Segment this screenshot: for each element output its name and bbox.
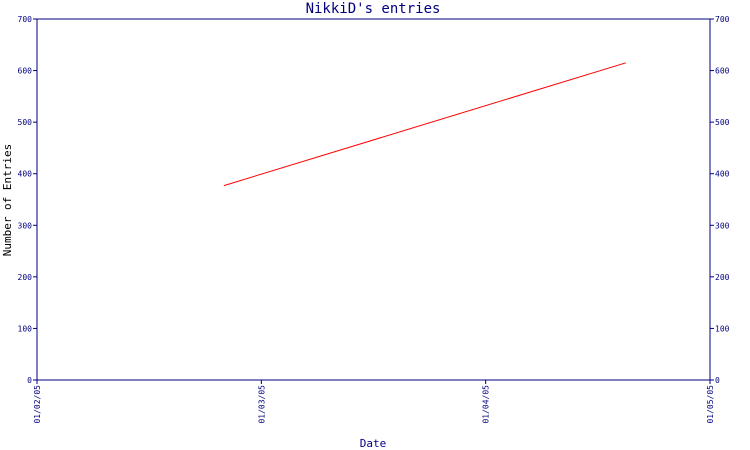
series-line (223, 62, 627, 187)
y-tick-label-right: 0 (715, 376, 720, 385)
series-layer (223, 62, 627, 187)
x-tick-label: 01/03/05 (257, 385, 266, 424)
y-tick-label: 300 (18, 221, 33, 230)
left-y-axis: 0 100 200 300 400 500 600 700 (18, 15, 37, 385)
y-tick-label: 0 (27, 376, 32, 385)
y-tick-label-right: 500 (715, 118, 730, 127)
y-tick-label-right: 200 (715, 273, 730, 282)
y-tick-label: 200 (18, 273, 33, 282)
y-tick-label: 500 (18, 118, 33, 127)
x-tick-label: 01/02/05 (33, 385, 42, 424)
y-tick-label-right: 700 (715, 15, 730, 24)
y-tick-label-right: 100 (715, 324, 730, 333)
y-tick-label-right: 400 (715, 170, 730, 179)
x-tick-label: 01/05/05 (706, 385, 715, 424)
y-tick-label: 400 (18, 170, 33, 179)
y-tick-label-right: 600 (715, 67, 730, 76)
chart-title: NikkiD's entries (306, 1, 441, 17)
y-tick-label: 600 (18, 67, 33, 76)
x-axis-label: Date (360, 437, 387, 450)
y-tick-label-right: 300 (715, 221, 730, 230)
y-axis-label: Number of Entries (1, 144, 14, 257)
y-tick-label: 700 (18, 15, 33, 24)
x-axis: 01/02/05 01/03/05 01/04/05 01/05/05 (33, 380, 715, 424)
right-y-axis: 0 100 200 300 400 500 600 700 (710, 15, 730, 385)
y-tick-label: 100 (18, 324, 33, 333)
x-tick-label: 01/04/05 (482, 385, 491, 424)
plot-frame (36, 18, 711, 381)
